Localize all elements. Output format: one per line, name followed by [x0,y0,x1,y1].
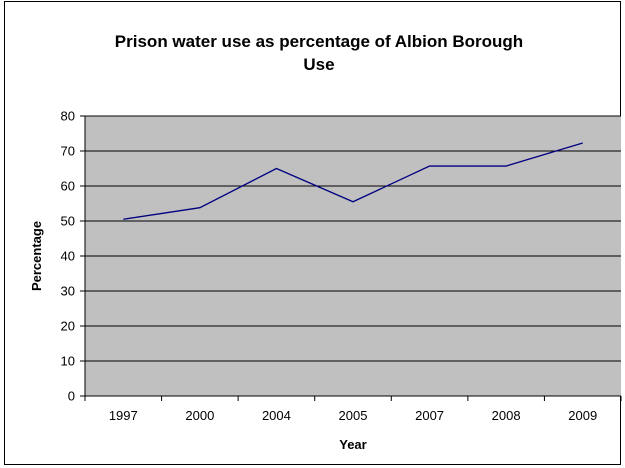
series-group [123,142,583,220]
y-axis-label: Percentage [29,221,44,291]
x-tick-label-1997: 1997 [109,408,138,423]
x-tick-label-2000: 2000 [185,408,214,423]
x-tick-label-2008: 2008 [492,408,521,423]
chart-title-line-2: Use [303,55,334,74]
y-tick-label-30: 30 [61,284,75,299]
chart-title-line-1: Prison water use as percentage of Albion… [115,32,523,51]
y-tick-label-70: 70 [61,144,75,159]
x-tick-label-2004: 2004 [262,408,291,423]
y-tick-label-0: 0 [68,389,75,404]
y-tick-label-10: 10 [61,354,75,369]
x-tick-label-2005: 2005 [339,408,368,423]
y-tick-label-60: 60 [61,179,75,194]
x-axis-ticks: 1997 2000 2004 2005 2007 2008 2009 [84,396,622,423]
x-tick-label-2007: 2007 [415,408,444,423]
series-line-0 [123,142,583,220]
y-axis-ticks: 0 10 20 30 40 50 60 70 80 [61,109,85,404]
x-axis-label: Year [339,437,366,452]
y-tick-label-40: 40 [61,249,75,264]
x-tick-label-2009: 2009 [568,408,597,423]
y-tick-label-50: 50 [61,214,75,229]
y-tick-label-20: 20 [61,319,75,334]
y-tick-label-80: 80 [61,109,75,124]
grid-lines [85,115,621,362]
